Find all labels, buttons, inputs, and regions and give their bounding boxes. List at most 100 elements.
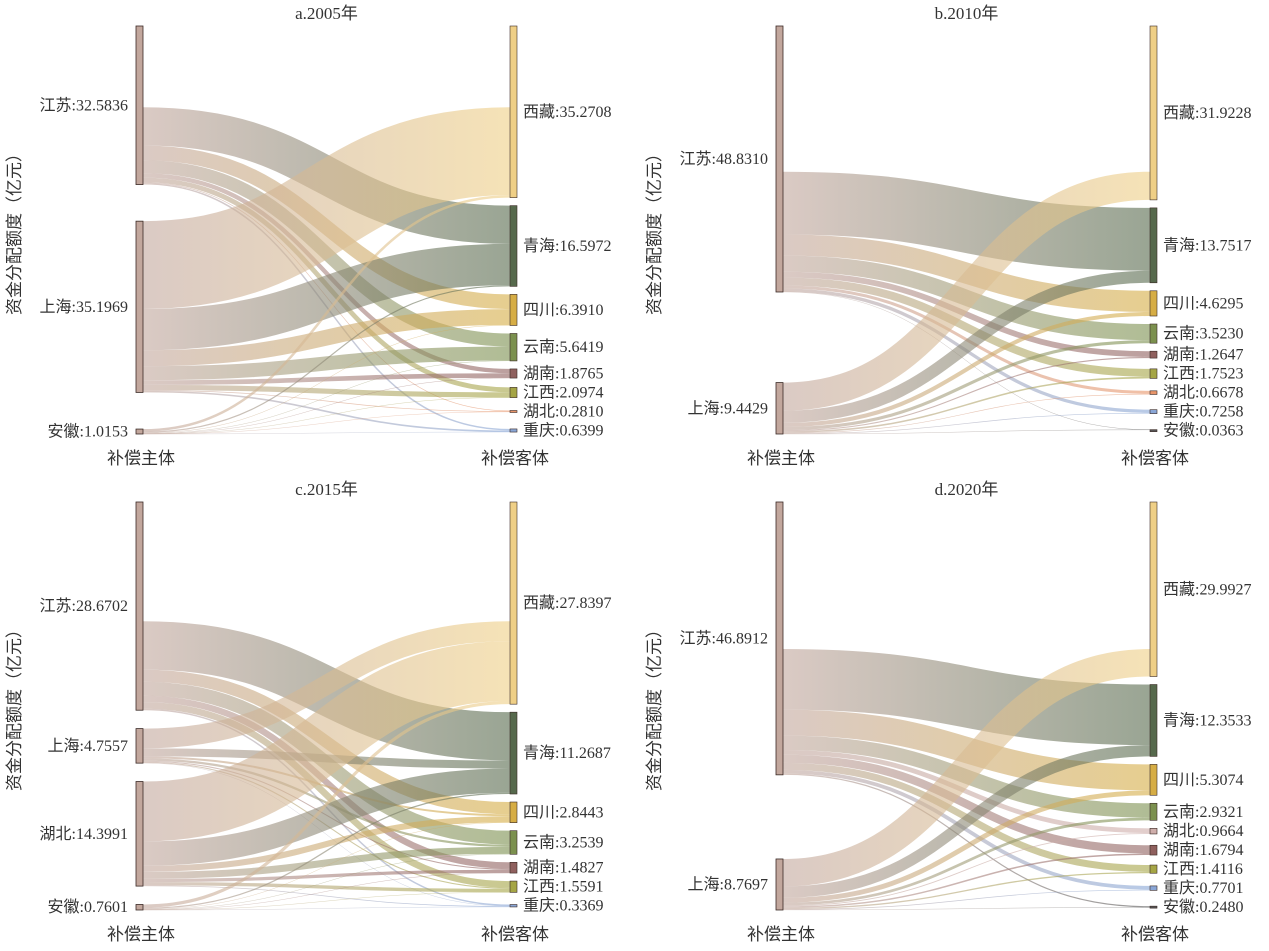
flow-link-江苏-江西	[782, 277, 1151, 377]
target-label: 湖南:1.2647	[1163, 346, 1243, 364]
target-node-安徽	[1149, 905, 1158, 909]
flow-link-安徽-云南	[142, 360, 511, 434]
flow-link-江苏-安徽	[782, 291, 1151, 430]
target-axis-label: 补偿客体	[481, 925, 549, 944]
flow-link-上海-湖南	[782, 853, 1151, 908]
flow-link-上海-湖北	[782, 393, 1151, 434]
flow-link-江苏-重庆	[782, 769, 1151, 890]
target-label: 西藏:35.2708	[523, 103, 611, 121]
target-label: 江西:1.5591	[523, 878, 603, 896]
target-label: 安徽:0.2480	[1163, 898, 1243, 916]
target-node-四川	[1149, 764, 1158, 796]
flow-link-江苏-安徽	[782, 773, 1151, 908]
flow-link-安徽-重庆	[142, 906, 511, 911]
target-label: 湖南:1.4827	[523, 859, 603, 877]
flow-link-上海-四川	[142, 756, 511, 817]
target-node-青海	[1149, 684, 1158, 757]
target-node-云南	[1149, 802, 1158, 821]
source-axis-label: 补偿主体	[107, 925, 175, 944]
target-node-西藏	[509, 501, 518, 705]
target-label: 湖北:0.2810	[523, 402, 603, 420]
source-node-江苏	[775, 25, 784, 293]
target-label: 安徽:0.0363	[1163, 422, 1243, 440]
target-label: 西藏:31.9228	[1163, 104, 1251, 122]
flow-link-安徽-湖北	[142, 411, 511, 435]
flow-link-江苏-湖南	[142, 695, 511, 869]
target-node-安徽	[1149, 429, 1158, 432]
target-node-四川	[509, 294, 518, 326]
links	[782, 502, 1151, 911]
target-label: 西藏:27.8397	[523, 594, 611, 612]
flow-link-上海-重庆	[782, 412, 1151, 434]
flow-link-湖北-湖南	[142, 869, 511, 883]
target-node-重庆	[1149, 409, 1158, 414]
flow-link-上海-重庆	[142, 390, 511, 433]
target-label: 云南:3.2539	[523, 833, 603, 851]
target-node-江西	[509, 880, 518, 893]
flow-link-安徽-云南	[142, 853, 511, 910]
target-label: 青海:16.5972	[523, 237, 611, 255]
target-node-青海	[509, 205, 518, 287]
source-node-江苏	[135, 25, 144, 185]
target-label: 青海:11.2687	[523, 744, 611, 762]
target-node-云南	[1149, 323, 1158, 344]
flow-link-上海-湖南	[782, 356, 1151, 432]
flow-link-江苏-青海	[782, 649, 1151, 746]
flow-link-安徽-四川	[142, 822, 511, 910]
flow-link-安徽-湖南	[142, 872, 511, 910]
target-label: 重庆:0.7258	[1163, 403, 1243, 421]
sankey-chart: 江苏:28.6702 上海:4.7557 湖北:14.3991 安徽:0.7601 西藏…	[5, 480, 611, 944]
source-label: 安徽:0.7601	[48, 898, 128, 916]
flow-link-安徽-江西	[142, 397, 511, 435]
source-label: 江苏:28.6702	[40, 597, 128, 615]
flow-link-安徽-湖南	[142, 377, 511, 434]
source-node-上海	[135, 220, 144, 393]
sankey-panel-2010: 江苏:48.8310 上海:9.4429 西藏:31.9228 青海:13.7517 四…	[640, 0, 1269, 470]
target-node-重庆	[1149, 885, 1158, 891]
target-axis-label: 补偿客体	[1121, 925, 1189, 944]
target-node-湖北	[1149, 828, 1158, 835]
flow-link-上海-江西	[142, 384, 511, 398]
flow-link-上海-云南	[782, 817, 1151, 906]
target-node-四川	[509, 801, 518, 823]
flow-link-湖北-西藏	[142, 641, 511, 842]
source-node-上海	[775, 382, 784, 435]
target-label: 四川:5.3074	[1163, 772, 1243, 789]
source-label: 湖北:14.3991	[40, 825, 128, 843]
target-node-湖南	[1149, 350, 1158, 359]
target-label: 江西:1.4116	[1163, 860, 1243, 878]
source-label: 上海:35.1969	[40, 298, 128, 316]
source-node-上海	[135, 728, 144, 764]
target-axis-label: 补偿客体	[481, 449, 549, 468]
flow-link-上海-四川	[142, 309, 511, 367]
source-node-湖北	[135, 781, 144, 887]
flow-link-湖北-江西	[142, 882, 511, 893]
source-node-安徽	[135, 904, 144, 911]
flow-link-上海-云南	[142, 346, 511, 381]
target-node-湖北	[509, 410, 518, 413]
source-label: 上海:9.4429	[688, 399, 768, 417]
flow-link-上海-青海	[142, 243, 511, 351]
target-label: 四川:2.8443	[523, 804, 603, 821]
flow-link-上海-青海	[782, 745, 1151, 898]
target-label: 云南:2.9321	[1163, 803, 1243, 821]
source-axis-label: 补偿主体	[107, 449, 175, 468]
target-label: 重庆:0.3369	[523, 897, 603, 915]
flow-link-江苏-湖北	[782, 749, 1151, 834]
target-node-江西	[1149, 368, 1158, 379]
source-axis-label: 补偿主体	[747, 925, 815, 944]
source-label: 江苏:32.5836	[40, 96, 128, 114]
sankey-chart: 江苏:48.8310 上海:9.4429 西藏:31.9228 青海:13.7517 四…	[645, 4, 1251, 468]
sankey-chart: 江苏:32.5836 上海:35.1969 安徽:1.0153 西藏:35.2708 青…	[5, 4, 611, 468]
target-label: 青海:13.7517	[1163, 236, 1251, 254]
flow-link-江苏-湖南	[782, 754, 1151, 854]
chart-title: a.2005年	[295, 4, 358, 23]
flow-link-上海-云南	[782, 340, 1151, 431]
y-axis-label: 资金分配额度（亿元）	[645, 145, 664, 315]
flow-link-安徽-西藏	[142, 701, 511, 908]
links	[782, 25, 1151, 435]
source-label: 安徽:1.0153	[48, 423, 128, 441]
target-label: 四川:4.6295	[1163, 295, 1243, 312]
flow-link-上海-安徽	[782, 429, 1151, 435]
flow-link-湖北-青海	[142, 768, 511, 866]
